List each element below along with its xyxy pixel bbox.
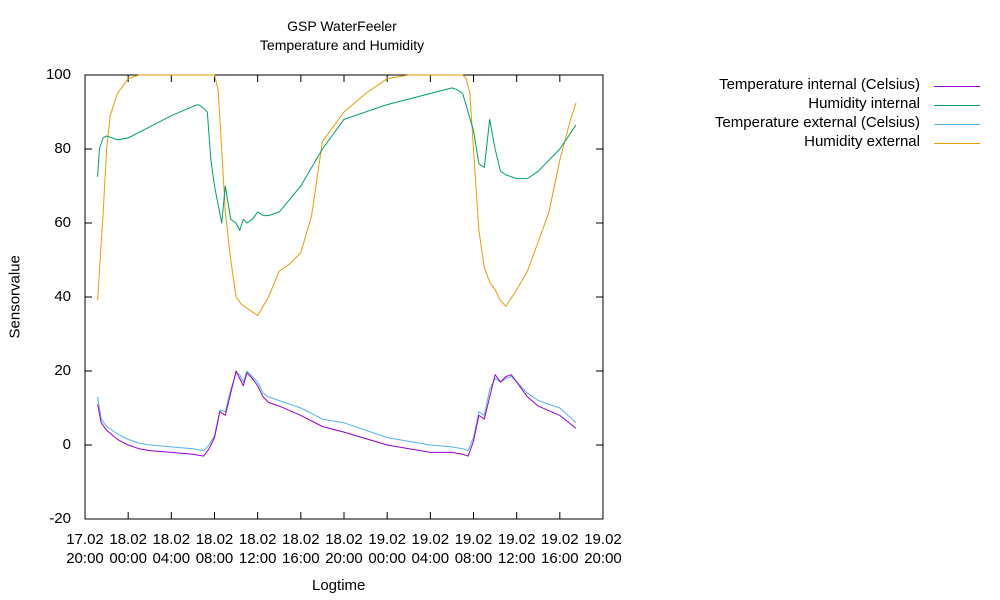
x-tick-time: 16:00 — [282, 550, 320, 567]
x-tick-label: 19.02 20:00 — [568, 530, 638, 568]
series-line-1 — [97, 87, 577, 231]
x-tick-date: 18.02 — [325, 531, 363, 548]
x-tick-label: 19.02 00:00 — [352, 530, 422, 568]
x-tick-label: 18.02 20:00 — [309, 530, 379, 568]
legend-entry-label: Humidity internal — [808, 95, 920, 112]
legend-swatch — [934, 86, 980, 87]
x-tick-time: 20:00 — [325, 550, 363, 567]
series-line-2 — [97, 370, 577, 452]
chart-subtitle: Temperature and Humidity — [259, 37, 425, 53]
plot-frame — [84, 74, 604, 520]
x-tick-label: 18.02 08:00 — [180, 530, 250, 568]
y-tick-label: 60 — [54, 214, 71, 231]
series-lines — [97, 74, 577, 457]
y-tick-label: 20 — [54, 362, 71, 379]
x-tick-date: 18.02 — [238, 531, 277, 548]
axis-ticks — [84, 74, 604, 520]
y-tick-label: 100 — [45, 66, 71, 83]
x-tick-date: 18.02 — [282, 531, 320, 548]
x-tick-date: 18.02 — [195, 531, 234, 548]
x-tick-label: 18.02 04:00 — [136, 530, 206, 568]
series-line-3 — [97, 74, 577, 316]
y-tick-label: 80 — [54, 140, 71, 157]
legend-swatch — [934, 143, 980, 144]
x-tick-label: 17.02 20:00 — [50, 530, 120, 568]
x-tick-date: 17.02 — [66, 531, 104, 548]
x-tick-date: 18.02 — [109, 531, 147, 548]
x-tick-date: 19.02 — [584, 531, 622, 548]
x-tick-label: 18.02 12:00 — [223, 530, 293, 568]
legend-entry-label: Humidity external — [804, 133, 920, 150]
x-tick-date: 19.02 — [497, 531, 536, 548]
plot-border — [84, 74, 604, 520]
x-tick-date: 19.02 — [411, 531, 450, 548]
x-tick-date: 19.02 — [454, 531, 493, 548]
x-tick-time: 16:00 — [541, 550, 579, 567]
legend-swatch — [934, 124, 980, 125]
y-tick-label: 0 — [62, 436, 71, 453]
x-tick-label: 19.02 04:00 — [395, 530, 465, 568]
y-axis-label: Sensorvalue — [6, 255, 24, 339]
x-tick-label: 18.02 16:00 — [266, 530, 336, 568]
x-tick-label: 19.02 16:00 — [525, 530, 595, 568]
x-tick-time: 00:00 — [109, 550, 147, 567]
x-tick-date: 19.02 — [541, 531, 579, 548]
x-tick-time: 08:00 — [454, 550, 493, 567]
legend-entry-label: Temperature internal (Celsius) — [719, 76, 920, 93]
y-tick-label: -20 — [49, 510, 71, 527]
x-axis-label: Logtime — [312, 577, 366, 594]
x-tick-label: 19.02 12:00 — [482, 530, 552, 568]
x-tick-date: 19.02 — [368, 531, 406, 548]
x-tick-label: 18.02 00:00 — [93, 530, 163, 568]
x-tick-time: 04:00 — [152, 550, 191, 567]
legend-entry-label: Temperature external (Celsius) — [714, 114, 920, 131]
legend-swatch — [934, 105, 980, 106]
x-tick-time: 08:00 — [195, 550, 234, 567]
chart-title: GSP WaterFeeler — [287, 18, 397, 34]
y-tick-label: 40 — [54, 288, 71, 305]
x-tick-date: 18.02 — [152, 531, 191, 548]
x-tick-label: 19.02 08:00 — [439, 530, 509, 568]
x-tick-time: 12:00 — [238, 550, 277, 567]
x-tick-time: 20:00 — [584, 550, 622, 567]
series-line-0 — [97, 370, 577, 457]
x-tick-time: 20:00 — [66, 550, 104, 567]
x-tick-time: 04:00 — [411, 550, 450, 567]
x-tick-time: 00:00 — [368, 550, 406, 567]
x-tick-time: 12:00 — [497, 550, 536, 567]
